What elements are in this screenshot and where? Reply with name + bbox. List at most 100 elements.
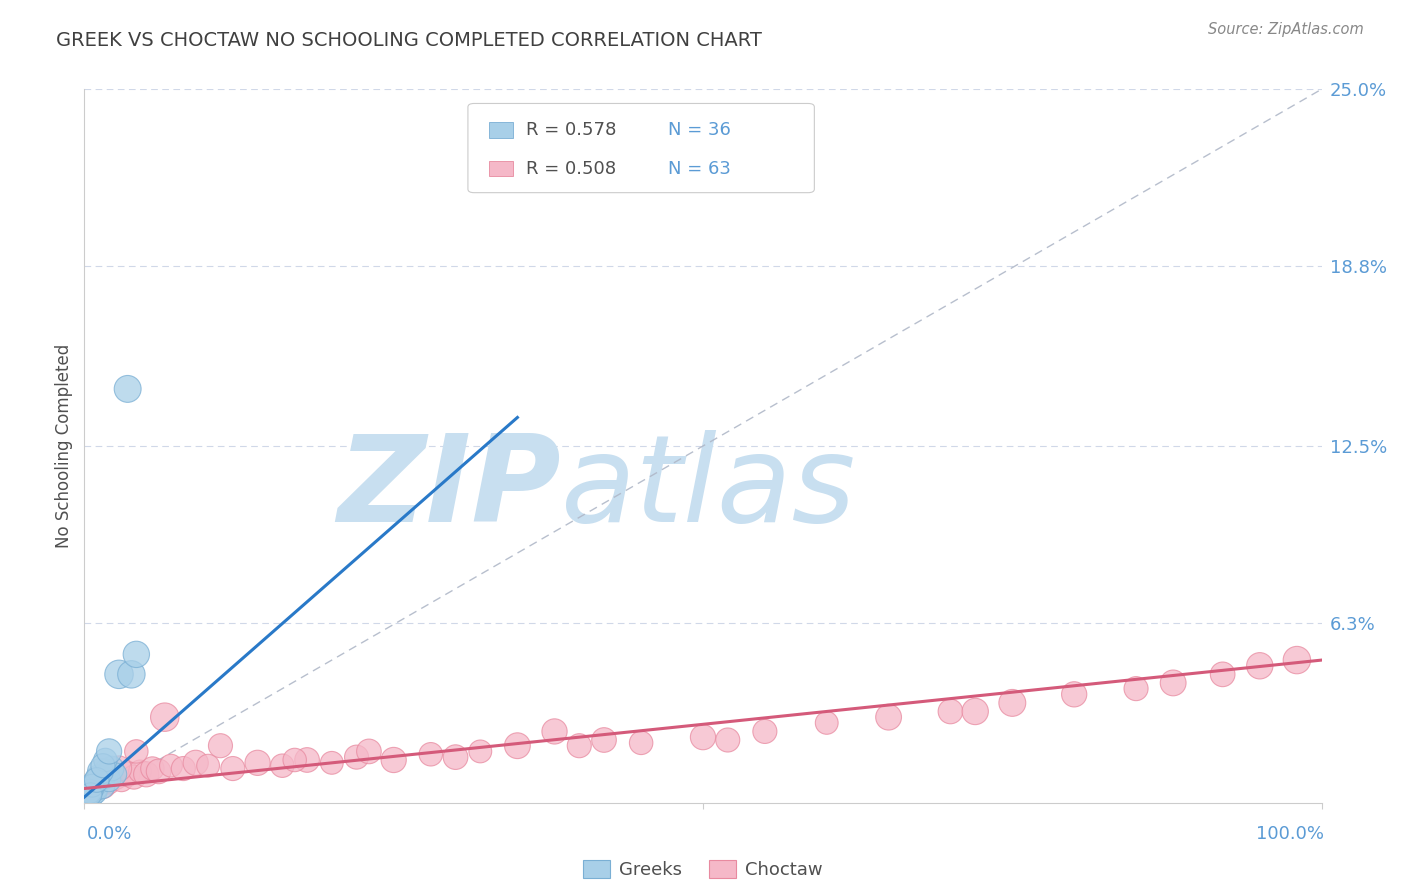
Point (83, 784, 105, 798)
Point (110, 772, 132, 787)
Point (108, 762, 131, 776)
Point (91, 770, 114, 784)
Point (87, 770, 110, 784)
Point (73, 793, 96, 807)
Point (209, 739, 232, 753)
Point (160, 758, 183, 772)
Point (172, 762, 194, 776)
Point (122, 770, 145, 784)
FancyBboxPatch shape (468, 103, 814, 193)
Point (89, 772, 111, 787)
Text: 0.0%: 0.0% (87, 825, 132, 843)
Point (346, 750, 368, 764)
Point (153, 710, 176, 724)
Point (141, 762, 163, 776)
Point (86, 772, 108, 787)
Point (76, 787, 98, 801)
FancyBboxPatch shape (489, 161, 513, 177)
Point (135, 767, 157, 781)
Point (1285, 653, 1308, 667)
Text: atlas: atlas (561, 430, 856, 548)
Point (108, 667, 131, 681)
Point (75, 787, 97, 801)
Text: GREEK VS CHOCTAW NO SCHOOLING COMPLETED CORRELATION CHART: GREEK VS CHOCTAW NO SCHOOLING COMPLETED … (56, 31, 762, 50)
Point (148, 764, 170, 779)
Point (83, 776, 105, 790)
Point (89, 776, 111, 790)
Point (82, 781, 104, 796)
Point (90, 779, 112, 793)
Point (75, 790, 97, 805)
Point (76, 790, 98, 805)
Point (94, 753, 117, 767)
Point (717, 733, 740, 747)
Point (129, 764, 152, 779)
Point (754, 724, 776, 739)
Point (75, 790, 97, 805)
Point (98, 772, 121, 787)
Point (77, 787, 100, 801)
Point (98, 744, 121, 758)
Point (89, 764, 111, 779)
Point (965, 705, 987, 719)
Point (77, 784, 100, 798)
Point (86, 781, 108, 796)
Point (89, 772, 111, 787)
Point (80, 781, 103, 796)
Point (382, 753, 405, 767)
Point (91, 779, 114, 793)
Point (568, 739, 591, 753)
Point (117, 767, 139, 781)
Point (82, 779, 104, 793)
Point (506, 739, 529, 753)
Point (357, 744, 380, 758)
Y-axis label: No Schooling Completed: No Schooling Completed (55, 344, 73, 548)
Point (593, 733, 616, 747)
Point (939, 705, 962, 719)
Point (246, 756, 269, 770)
Point (93, 767, 115, 781)
Text: N = 36: N = 36 (668, 121, 731, 139)
Text: N = 63: N = 63 (668, 160, 731, 178)
Point (117, 382, 139, 396)
Point (271, 758, 294, 772)
Point (692, 730, 714, 744)
Point (79, 787, 101, 801)
Point (79, 781, 101, 796)
Point (197, 758, 219, 772)
Point (79, 787, 101, 801)
Point (1249, 658, 1271, 673)
Point (79, 784, 101, 798)
Point (91, 758, 114, 772)
Point (295, 753, 318, 767)
Point (84, 781, 107, 796)
Text: R = 0.578: R = 0.578 (526, 121, 616, 139)
Point (120, 667, 142, 681)
Point (86, 776, 108, 790)
Point (222, 762, 245, 776)
Point (77, 790, 100, 805)
FancyBboxPatch shape (489, 122, 513, 138)
Point (82, 779, 104, 793)
Point (104, 770, 127, 784)
Point (184, 756, 207, 770)
Text: Source: ZipAtlas.com: Source: ZipAtlas.com (1208, 22, 1364, 37)
Point (75, 793, 97, 807)
Point (76, 790, 98, 805)
Point (543, 724, 565, 739)
Point (444, 750, 467, 764)
Point (80, 781, 103, 796)
Point (80, 784, 103, 798)
Point (815, 715, 838, 730)
Point (1063, 687, 1085, 701)
Point (630, 736, 652, 750)
Point (419, 747, 441, 762)
Point (877, 710, 900, 724)
Text: ZIP: ZIP (337, 430, 561, 548)
Point (100, 762, 122, 776)
Point (96, 764, 118, 779)
Point (98, 776, 121, 790)
Point (79, 787, 101, 801)
Point (321, 756, 343, 770)
Text: R = 0.508: R = 0.508 (526, 160, 616, 178)
